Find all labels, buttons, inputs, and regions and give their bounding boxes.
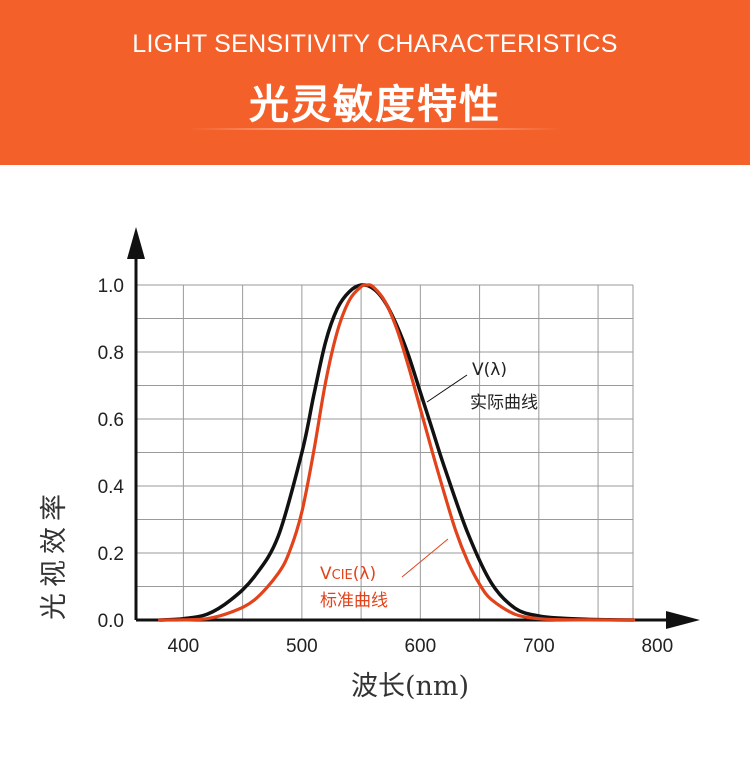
actual-curve-caption: 实际曲线 (470, 393, 538, 413)
x-tick-labels: 400 500 600 700 800 (168, 636, 674, 657)
y-axis-label: 光视效率 (39, 488, 70, 620)
chart-grid (136, 284, 634, 620)
y-tick-labels: 0.0 0.2 0.4 0.6 0.8 1.0 (98, 276, 125, 632)
sensitivity-chart: 0.00.20.40.60.81.0 400 500 600 700 800 光视效率 … (39, 227, 700, 702)
standard-symbol-tail: (λ) (353, 564, 376, 584)
y-axis-arrow (127, 227, 145, 259)
standard-curve-leader (401, 538, 449, 578)
y-tick-label: 0.6 (98, 410, 124, 431)
y-tick-label: 0.0 (98, 611, 124, 632)
x-tick-label: 600 (404, 636, 436, 657)
standard-symbol-main: V (320, 564, 332, 584)
x-tick-label: 800 (641, 636, 673, 657)
x-axis-label: 波长(nm) (351, 671, 469, 702)
title-english: LIGHT SENSITIVITY CHARACTERISTICS (132, 30, 618, 58)
y-tick-label: 1.0 (98, 276, 124, 297)
series-line-standard (158, 283, 636, 622)
title-chinese: 光灵敏度特性 (249, 82, 501, 128)
x-tick-label: 700 (523, 636, 555, 657)
standard-curve-caption: 标准曲线 (320, 591, 388, 611)
chart-curves (157, 283, 636, 622)
actual-curve-symbol: V(λ) (472, 360, 507, 380)
actual-curve-leader (426, 374, 468, 403)
standard-symbol-sub: CIE (332, 568, 353, 583)
x-tick-label: 400 (168, 636, 200, 657)
chart-axes (127, 227, 700, 629)
x-axis-arrow (666, 611, 700, 629)
title-underline (190, 128, 560, 130)
y-tick-label: 0.2 (98, 544, 124, 565)
y-tick-label: 0.8 (98, 343, 124, 364)
standard-curve-symbol: VCIE(λ) (320, 564, 376, 584)
x-tick-label: 500 (286, 636, 318, 657)
y-tick-label: 0.4 (98, 477, 125, 498)
header-banner: LIGHT SENSITIVITY CHARACTERISTICS 光灵敏度特性 (0, 0, 750, 165)
